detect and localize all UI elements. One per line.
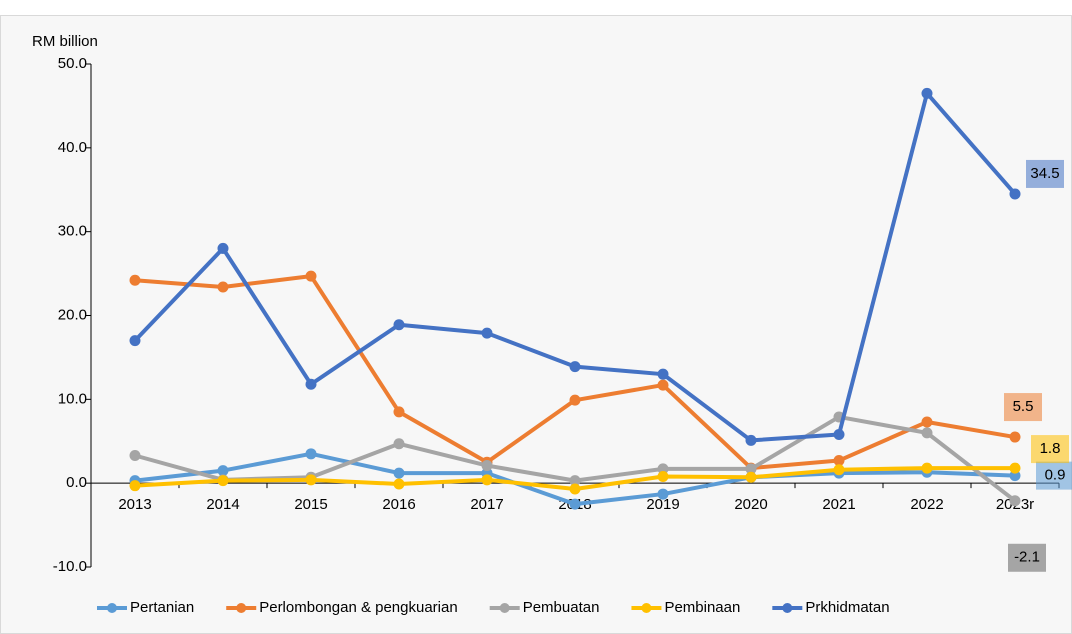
series-marker [569, 475, 581, 487]
legend-marker [236, 603, 247, 613]
series-marker [657, 379, 669, 391]
y-tick-label: 0.0 [66, 474, 87, 491]
series-marker [393, 438, 405, 450]
legend-marker [107, 603, 117, 613]
x-tick-label: 2016 [382, 496, 415, 513]
data-label-box [1036, 461, 1072, 490]
legend-label: Prkhidmatan [805, 599, 889, 616]
series-marker [921, 416, 933, 428]
series-marker [129, 335, 141, 347]
y-tick-label: 10.0 [58, 390, 87, 407]
series-marker [1009, 188, 1021, 200]
series-marker [129, 450, 141, 462]
data-label: 5.5 [1013, 398, 1034, 415]
x-tick-label: 2017 [470, 496, 503, 513]
series-marker [833, 429, 845, 441]
series-marker [657, 368, 669, 380]
series-marker [921, 462, 933, 474]
y-tick-label: 50.0 [58, 55, 87, 72]
data-label-box [1008, 543, 1046, 572]
series-marker [129, 480, 141, 492]
data-label-box [1026, 159, 1064, 188]
series-marker [833, 455, 845, 467]
series-marker [657, 463, 669, 475]
series-marker [305, 474, 317, 486]
series-marker [745, 463, 757, 475]
series-marker [217, 475, 229, 487]
series-marker [393, 478, 405, 490]
series-marker [393, 467, 405, 479]
x-tick-label: 2019 [646, 496, 679, 513]
legend-marker [641, 603, 652, 613]
series-marker [569, 361, 581, 373]
x-tick-label: 2015 [294, 496, 327, 513]
series-marker [569, 498, 581, 510]
x-tick-label: 2014 [206, 496, 239, 513]
legend-label: Pembuatan [523, 599, 600, 616]
series-marker [1009, 495, 1021, 507]
legend-label: Pertanian [130, 599, 194, 616]
y-tick-label: 40.0 [58, 139, 87, 156]
series-marker [569, 394, 581, 406]
data-label: 1.8 [1040, 440, 1061, 457]
series-marker [921, 87, 933, 99]
chart-background [0, 15, 1072, 634]
series-marker [833, 464, 845, 476]
series-marker [921, 427, 933, 439]
series-marker [745, 471, 757, 483]
series-marker [217, 465, 229, 477]
series-marker [129, 274, 141, 286]
series-marker [1009, 431, 1021, 443]
legend-marker [499, 603, 510, 613]
series-marker [1009, 470, 1021, 482]
series-marker [217, 281, 229, 293]
data-label-box [1004, 393, 1042, 422]
data-label: 34.5 [1030, 165, 1059, 182]
series-marker [393, 319, 405, 331]
series-marker [393, 406, 405, 418]
y-axis-label: RM billion [32, 33, 98, 50]
series-marker [481, 460, 493, 472]
x-tick-label: 2021 [822, 496, 855, 513]
legend-label: Perlombongan & pengkuarian [259, 599, 457, 616]
y-tick-label: 20.0 [58, 306, 87, 323]
series-marker [481, 327, 493, 339]
legend-label: Pembinaan [664, 599, 740, 616]
y-tick-label: 30.0 [58, 223, 87, 240]
x-tick-label: 2020 [734, 496, 767, 513]
series-marker [305, 448, 317, 460]
data-label: -2.1 [1014, 549, 1040, 566]
x-tick-label: 2013 [118, 496, 151, 513]
data-label-box [1031, 435, 1069, 464]
series-marker [569, 483, 581, 495]
series-marker [217, 242, 229, 254]
series-marker [745, 434, 757, 446]
series-marker [305, 270, 317, 282]
series-marker [305, 378, 317, 390]
series-marker [481, 474, 493, 486]
legend-marker [782, 603, 793, 613]
series-marker [1009, 462, 1021, 474]
series-marker [657, 470, 669, 482]
y-tick-label: -10.0 [53, 558, 87, 575]
series-marker [657, 488, 669, 500]
data-label: 0.9 [1045, 467, 1066, 484]
x-tick-label: 2022 [910, 496, 943, 513]
